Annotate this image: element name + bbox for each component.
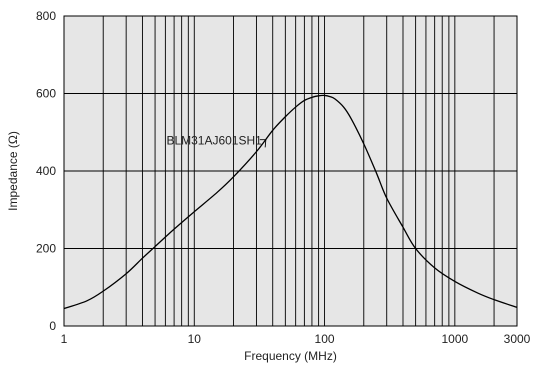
- x-tick-label: 1: [61, 332, 68, 346]
- x-tick-label: 3000: [504, 332, 531, 346]
- impedance-curve: [63, 94, 518, 310]
- x-tick-label: 10: [188, 332, 202, 346]
- y-tick-label: 400: [36, 164, 56, 178]
- x-tick-label: 1000: [441, 332, 468, 346]
- y-tick-label: 0: [49, 319, 56, 333]
- x-axis-title: Frequency (MHz): [244, 349, 337, 363]
- y-tick-label: 200: [36, 242, 56, 256]
- y-tick-labels: 0 200 400 600 800: [36, 9, 56, 333]
- y-tick-label: 800: [36, 9, 56, 23]
- x-tick-label: 100: [315, 332, 335, 346]
- annotation-leader-line: [259, 139, 267, 148]
- grid-lines: [64, 16, 517, 326]
- y-tick-label: 600: [36, 87, 56, 101]
- series-annotation-label: BLM31AJ601SH1: [166, 134, 262, 148]
- y-axis-title: Impedance (Ω): [6, 131, 20, 211]
- plot-frame: [63, 15, 518, 327]
- x-tick-labels: 1 10 100 1000 3000: [61, 332, 531, 346]
